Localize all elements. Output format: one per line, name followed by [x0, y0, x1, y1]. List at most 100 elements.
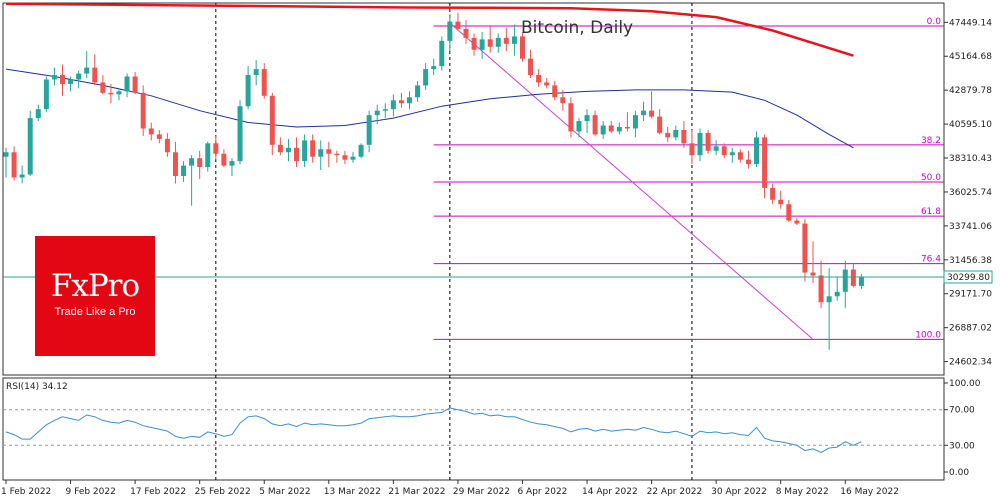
candle-body-48 [390, 100, 396, 110]
candle-body-42 [342, 155, 348, 160]
candle-body-92 [745, 159, 751, 165]
fib-level-label-3: 61.8 [921, 207, 941, 217]
candle-body-51 [415, 85, 421, 98]
candle-body-18 [148, 128, 154, 135]
date-tick-label-12: 8 May 2022 [776, 487, 829, 497]
candle-body-63 [511, 36, 517, 44]
candle-body-2 [19, 174, 25, 178]
candle-body-56 [455, 21, 461, 29]
fib-level-label-4: 76.4 [921, 255, 941, 265]
candle-body-86 [697, 132, 703, 156]
ma-short-line [5, 68, 854, 149]
candle-body-78 [632, 115, 638, 129]
price-tick-label-0: 47449.14 [949, 18, 992, 28]
candle-body-103 [834, 291, 840, 297]
candle-body-70 [568, 103, 574, 132]
candle-body-44 [358, 144, 364, 157]
price-tick-label-9: 26887.02 [949, 324, 992, 334]
candle-body-28 [229, 161, 235, 166]
candle-body-68 [552, 85, 558, 98]
candle-body-65 [528, 58, 534, 76]
rsi-indicator: 100.00 70.00 30.00 0.00 [3, 379, 981, 478]
logo-tagline: Trade Like a Pro [54, 306, 136, 318]
candle-body-104 [842, 269, 848, 292]
candle-body-84 [681, 129, 687, 144]
fib-level-label-1: 38.2 [921, 136, 941, 146]
candle-body-24 [197, 158, 203, 168]
candle-body-36 [294, 147, 300, 162]
candle-body-45 [366, 115, 372, 145]
candle-body-46 [374, 110, 380, 116]
candle-body-39 [318, 149, 324, 157]
main-panel-frame [2, 2, 945, 376]
candle-body-76 [616, 127, 622, 132]
candle-body-0 [3, 152, 9, 157]
candle-body-6 [51, 75, 57, 80]
candle-body-74 [600, 125, 606, 135]
candle-body-10 [84, 67, 90, 74]
candle-body-37 [302, 140, 308, 162]
last-price-line: 30299.80 [3, 270, 993, 284]
candle-body-12 [100, 82, 106, 93]
candle-body-95 [770, 187, 776, 200]
candle-body-16 [132, 76, 138, 93]
candle-body-23 [189, 158, 195, 166]
candle-body-85 [689, 143, 695, 156]
candle-body-61 [495, 37, 501, 47]
rsi-title: RSI(14) 34.12 [6, 382, 68, 392]
price-tick-label-1: 45164.68 [949, 52, 992, 62]
fibonacci-levels: 0.0 38.2 50.0 61.8 76.4 100.0 [433, 17, 944, 340]
fib-level-label-0: 0.0 [927, 17, 942, 27]
candle-body-90 [729, 152, 735, 156]
fib-level-label-5: 100.0 [915, 330, 941, 340]
candle-body-88 [713, 146, 719, 151]
candle-body-80 [649, 110, 655, 117]
candle-body-30 [245, 75, 251, 107]
candle-body-32 [261, 69, 267, 96]
trend-line-segment [449, 22, 814, 340]
trend-line [449, 22, 814, 340]
candle-body-100 [810, 272, 816, 276]
candle-body-29 [237, 106, 243, 162]
candle-body-20 [164, 138, 170, 153]
candle-body-105 [850, 269, 856, 286]
candle-body-97 [786, 204, 792, 221]
candle-body-19 [156, 134, 162, 139]
rsi-line [5, 407, 862, 453]
candle-body-13 [108, 92, 114, 95]
date-tick-label-3: 25 Feb 2022 [195, 487, 251, 497]
candle-body-40 [326, 149, 332, 154]
rsi-tick-label-0: 100.00 [949, 379, 981, 389]
candle-body-79 [641, 110, 647, 116]
grid-lines [215, 3, 693, 480]
candles [3, 12, 864, 350]
candle-body-57 [463, 28, 469, 38]
candle-body-66 [536, 75, 542, 83]
candle-body-77 [624, 127, 630, 129]
candle-body-41 [334, 153, 340, 156]
candle-body-58 [471, 37, 477, 50]
candle-body-64 [519, 36, 525, 59]
fxpro-logo: FxPro Trade Like a Pro [35, 236, 155, 356]
candle-body-87 [705, 132, 711, 151]
date-tick-label-1: 9 Feb 2022 [66, 487, 116, 497]
date-tick-label-4: 5 Mar 2022 [259, 487, 310, 497]
date-tick-label-11: 30 Apr 2022 [711, 487, 767, 497]
date-tick-label-6: 21 Mar 2022 [388, 487, 445, 497]
candle-body-89 [721, 146, 727, 156]
rsi-tick-label-1: 70.00 [949, 406, 975, 416]
candle-body-8 [68, 79, 74, 84]
candle-body-54 [439, 40, 445, 67]
date-tick-label-0: 1 Feb 2022 [1, 487, 51, 497]
candle-body-22 [181, 165, 187, 177]
price-tick-label-8: 29171.70 [949, 290, 992, 300]
candle-body-25 [205, 143, 211, 168]
price-tick-label-7: 31456.38 [949, 256, 992, 266]
candle-body-52 [423, 69, 429, 86]
candle-body-60 [487, 39, 493, 47]
candle-body-33 [269, 95, 275, 145]
candle-body-94 [762, 137, 768, 188]
candle-body-38 [310, 140, 316, 157]
candle-body-4 [35, 109, 41, 119]
